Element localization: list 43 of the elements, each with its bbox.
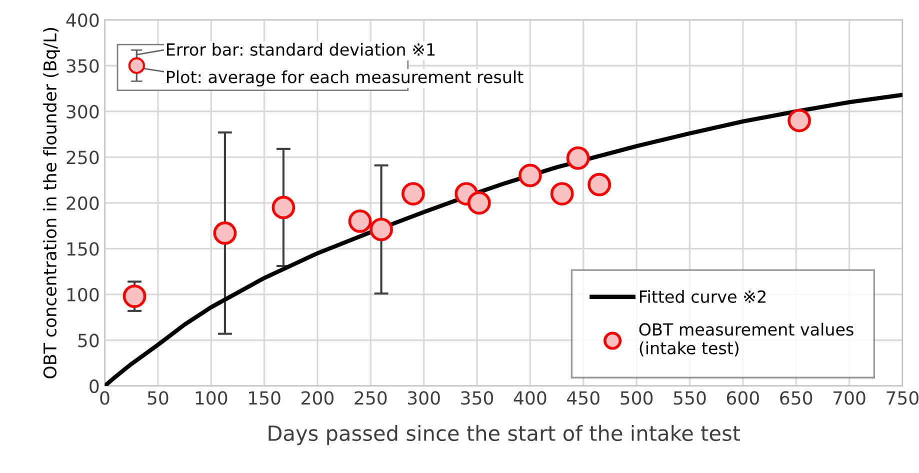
annotation: Plot: average for each measurement result [167, 70, 524, 87]
point [402, 182, 425, 206]
y-tick-label: 400 [66, 13, 99, 27]
x-tick-label: 250 [354, 391, 387, 405]
y-tick-label: 50 [78, 334, 99, 348]
x-tick-label: 150 [249, 391, 280, 405]
point [370, 218, 393, 242]
y-tick-label: 100 [67, 288, 99, 302]
x-tick-label: 350 [461, 391, 494, 405]
y-tick-label: 250 [66, 150, 99, 164]
x-tick-label: 700 [834, 391, 866, 405]
x-tick-label: 500 [620, 391, 653, 405]
x-tick-label: 100 [196, 391, 228, 405]
point [213, 221, 237, 245]
point [348, 210, 372, 233]
x-tick-label: 0 [100, 391, 110, 405]
y-tick-label: 350 [66, 59, 99, 73]
legend-label: Fitted curve ※2 [640, 290, 766, 303]
point [467, 191, 491, 215]
x-axis-title: Days passed since the start of the intake test [268, 424, 740, 446]
point [588, 172, 612, 196]
legend-label: OBT measurement values (intake test) [639, 322, 854, 356]
y-axis-title: OBT concentration in the flounder (Bq/L) [43, 28, 60, 378]
x-tick-label: 450 [567, 391, 600, 405]
point [122, 284, 146, 308]
y-tick-label: 200 [66, 196, 99, 210]
point [518, 164, 542, 188]
x-tick-label: 550 [674, 391, 706, 405]
x-tick-label: 50 [148, 391, 168, 405]
x-tick-label: 650 [780, 391, 812, 405]
point [788, 108, 811, 132]
x-tick-label: 750 [886, 391, 918, 405]
annotation: Error bar: standard deviation ※1 [167, 42, 435, 56]
y-tick-label: 300 [66, 104, 99, 119]
point [550, 182, 574, 206]
point [566, 146, 590, 170]
x-tick-label: 600 [726, 391, 759, 405]
x-tick-label: 400 [514, 391, 546, 405]
x-tick-label: 200 [302, 391, 334, 405]
x-tick-label: 300 [408, 391, 440, 405]
point [272, 196, 296, 220]
y-tick-label: 0 [90, 379, 99, 394]
y-tick-label: 150 [67, 242, 99, 256]
